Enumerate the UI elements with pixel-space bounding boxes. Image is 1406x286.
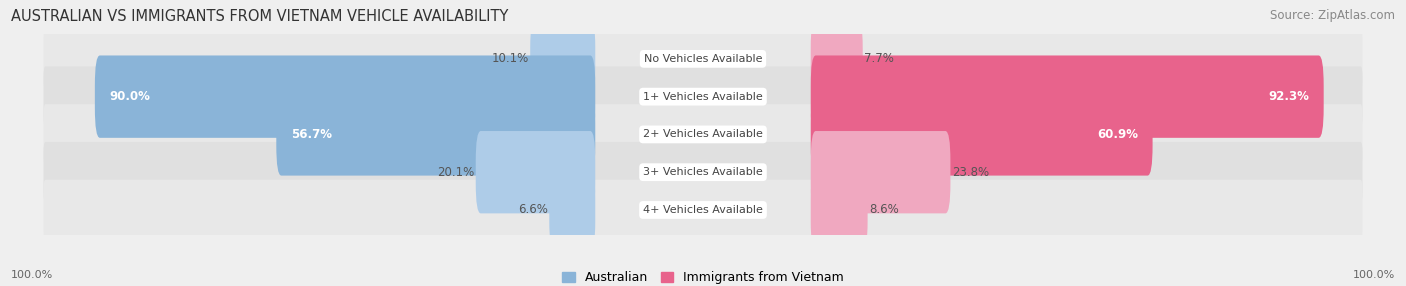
Text: 100.0%: 100.0% bbox=[11, 270, 53, 280]
Text: 1+ Vehicles Available: 1+ Vehicles Available bbox=[643, 92, 763, 102]
FancyBboxPatch shape bbox=[811, 18, 863, 100]
Text: 3+ Vehicles Available: 3+ Vehicles Available bbox=[643, 167, 763, 177]
FancyBboxPatch shape bbox=[530, 18, 595, 100]
FancyBboxPatch shape bbox=[277, 93, 595, 176]
Text: No Vehicles Available: No Vehicles Available bbox=[644, 54, 762, 64]
Text: 90.0%: 90.0% bbox=[110, 90, 150, 103]
Text: 10.1%: 10.1% bbox=[492, 52, 529, 65]
Text: AUSTRALIAN VS IMMIGRANTS FROM VIETNAM VEHICLE AVAILABILITY: AUSTRALIAN VS IMMIGRANTS FROM VIETNAM VE… bbox=[11, 9, 509, 23]
Text: 20.1%: 20.1% bbox=[437, 166, 474, 179]
FancyBboxPatch shape bbox=[811, 55, 1323, 138]
FancyBboxPatch shape bbox=[811, 169, 868, 251]
FancyBboxPatch shape bbox=[550, 169, 595, 251]
Text: 92.3%: 92.3% bbox=[1268, 90, 1309, 103]
FancyBboxPatch shape bbox=[44, 142, 1362, 202]
FancyBboxPatch shape bbox=[94, 55, 595, 138]
Text: 7.7%: 7.7% bbox=[863, 52, 894, 65]
Legend: Australian, Immigrants from Vietnam: Australian, Immigrants from Vietnam bbox=[562, 271, 844, 284]
Text: Source: ZipAtlas.com: Source: ZipAtlas.com bbox=[1270, 9, 1395, 21]
FancyBboxPatch shape bbox=[811, 93, 1153, 176]
Text: 60.9%: 60.9% bbox=[1097, 128, 1139, 141]
Text: 23.8%: 23.8% bbox=[952, 166, 988, 179]
FancyBboxPatch shape bbox=[44, 66, 1362, 127]
FancyBboxPatch shape bbox=[44, 104, 1362, 165]
FancyBboxPatch shape bbox=[44, 29, 1362, 89]
Text: 100.0%: 100.0% bbox=[1353, 270, 1395, 280]
Text: 8.6%: 8.6% bbox=[869, 203, 898, 217]
FancyBboxPatch shape bbox=[44, 180, 1362, 240]
FancyBboxPatch shape bbox=[811, 131, 950, 213]
Text: 56.7%: 56.7% bbox=[291, 128, 332, 141]
FancyBboxPatch shape bbox=[475, 131, 595, 213]
Text: 4+ Vehicles Available: 4+ Vehicles Available bbox=[643, 205, 763, 215]
Text: 2+ Vehicles Available: 2+ Vehicles Available bbox=[643, 130, 763, 139]
Text: 6.6%: 6.6% bbox=[519, 203, 548, 217]
